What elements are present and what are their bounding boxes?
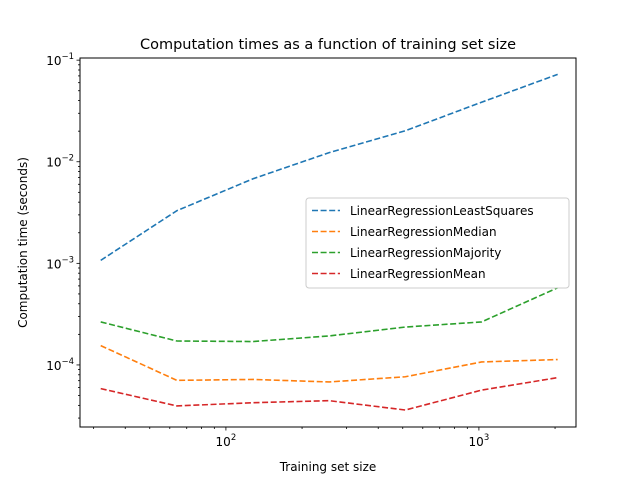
y-axis-label: Computation time (seconds) [16,157,30,328]
series-line-linear-regression-median [100,344,558,383]
x-tick-label-exponent: 3 [484,433,489,443]
legend-label-linear-regression-least-squares: LinearRegressionLeastSquares [350,204,534,218]
y-tick-label: 10−3 [46,255,74,271]
x-tick-label: 103 [469,433,490,449]
legend-label-linear-regression-median: LinearRegressionMedian [350,225,497,239]
x-tick-label: 102 [216,433,237,449]
y-tick-label-exponent: −2 [61,154,74,164]
y-tick-label: 10−4 [46,357,74,373]
x-axis-label: Training set size [279,460,377,474]
y-tick-label-exponent: −1 [61,52,74,62]
x-tick-label-exponent: 2 [231,433,236,443]
y-tick-label-exponent: −3 [61,255,74,265]
y-tick-label-base: 10 [46,359,61,373]
y-tick-label: 10−1 [46,52,74,68]
x-tick-label-base: 10 [216,435,231,449]
plot-frame [79,57,577,428]
legend-box [305,197,570,289]
legend-label-linear-regression-majority: LinearRegressionMajority [350,246,501,260]
x-tick-label-base: 10 [469,435,484,449]
series-line-linear-regression-majority [100,287,558,343]
series-line-linear-regression-least-squares [100,73,558,262]
series-line-linear-regression-mean [100,376,558,411]
y-tick-label-base: 10 [46,156,61,170]
x-axis-ticks: 102 103 [93,427,556,449]
y-tick-label-base: 10 [46,257,61,271]
y-tick-label-base: 10 [46,54,61,68]
y-axis-ticks: 10−410−310−210−1 [46,52,80,419]
legend-label-linear-regression-mean: LinearRegressionMean [350,267,486,281]
y-tick-label: 10−2 [46,154,74,170]
chart-title: Computation times as a function of train… [140,37,516,53]
plot-area [100,73,558,411]
legend: LinearRegressionLeastSquares LinearRegres… [305,197,570,289]
y-tick-label-exponent: −4 [61,357,74,367]
